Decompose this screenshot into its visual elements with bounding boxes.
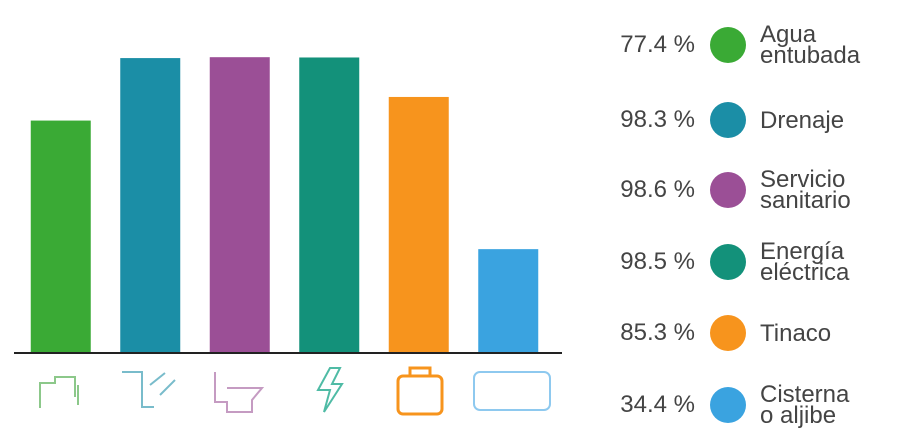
legend-label: Servicio sanitario	[760, 166, 851, 214]
legend-label: Cisterna o aljibe	[760, 381, 850, 429]
bar	[388, 96, 449, 352]
legend-swatch	[710, 102, 746, 138]
bar	[209, 57, 270, 352]
bar	[299, 57, 360, 353]
legend-label: Tinaco	[760, 319, 832, 347]
legend-label: Drenaje	[760, 106, 845, 134]
value-label: 98.3 %	[620, 106, 695, 133]
bar	[120, 58, 181, 352]
legend-label: Agua entubada	[760, 21, 861, 69]
legend-label: Energía eléctrica	[760, 238, 850, 286]
legend-swatch	[710, 315, 746, 351]
legend-swatch	[710, 387, 746, 423]
value-label: 98.5 %	[620, 248, 695, 275]
value-label: 98.6 %	[620, 176, 695, 203]
energy-icon	[316, 367, 344, 413]
value-label: 85.3 %	[620, 319, 695, 346]
tank-icon	[396, 366, 444, 416]
legend-swatch	[710, 244, 746, 280]
value-label: 77.4 %	[620, 31, 695, 58]
legend-swatch	[710, 27, 746, 63]
toilet-icon	[214, 372, 265, 413]
drain-icon	[122, 371, 176, 408]
bar	[30, 120, 91, 352]
bar	[478, 249, 539, 352]
value-label: 34.4 %	[620, 391, 695, 418]
icons	[39, 366, 551, 416]
legend-swatch	[710, 172, 746, 208]
cistern-icon	[473, 371, 551, 411]
water-icon	[39, 376, 79, 408]
